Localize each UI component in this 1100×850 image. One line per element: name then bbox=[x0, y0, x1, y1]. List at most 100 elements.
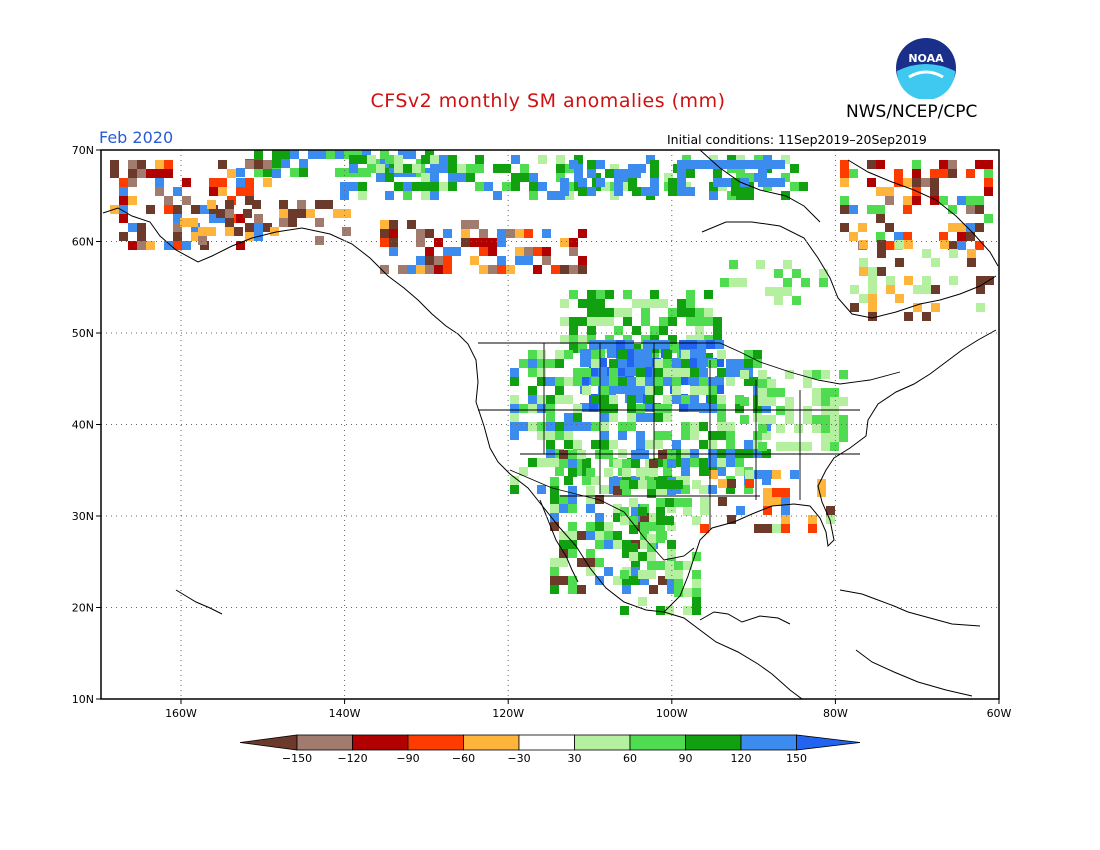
anomaly-cell bbox=[740, 160, 749, 169]
anomaly-cell bbox=[128, 169, 137, 178]
anomaly-cell bbox=[497, 265, 506, 274]
anomaly-cell bbox=[744, 377, 753, 386]
anomaly-cell bbox=[674, 561, 683, 570]
anomaly-cell bbox=[912, 178, 921, 187]
logo-text: NOAA bbox=[908, 52, 944, 65]
anomaly-cell bbox=[137, 232, 146, 241]
anomaly-cell bbox=[656, 516, 665, 525]
anomaly-cell bbox=[658, 450, 667, 459]
anomaly-cell bbox=[128, 241, 137, 250]
anomaly-cell bbox=[790, 182, 799, 191]
anomaly-cell bbox=[245, 196, 254, 205]
anomaly-cell bbox=[967, 258, 976, 267]
anomaly-cell bbox=[448, 164, 457, 173]
anomaly-cell bbox=[622, 540, 631, 549]
anomaly-cell bbox=[792, 296, 801, 305]
anomaly-cell bbox=[191, 205, 200, 214]
anomaly-cell bbox=[667, 504, 676, 513]
anomaly-cell bbox=[803, 415, 812, 424]
anomaly-cell bbox=[726, 422, 735, 431]
anomaly-cell bbox=[850, 285, 859, 294]
anomaly-cell bbox=[610, 164, 619, 173]
anomaly-cell bbox=[672, 449, 681, 458]
anomaly-cell bbox=[560, 335, 569, 344]
anomaly-cell bbox=[137, 160, 146, 169]
legend-label: −60 bbox=[452, 752, 475, 765]
anomaly-cell bbox=[613, 513, 622, 522]
anomaly-cell bbox=[528, 422, 537, 431]
anomaly-cell bbox=[699, 377, 708, 386]
anomaly-cell bbox=[416, 238, 425, 247]
anomaly-cell bbox=[930, 169, 939, 178]
anomaly-cell bbox=[629, 516, 638, 525]
anomaly-cell bbox=[688, 403, 697, 412]
anomaly-cell bbox=[236, 178, 245, 187]
anomaly-cell bbox=[580, 376, 589, 385]
anomaly-cell bbox=[640, 576, 649, 585]
anomaly-cell bbox=[568, 576, 577, 585]
anomaly-cell bbox=[976, 276, 985, 285]
anomaly-cell bbox=[740, 178, 749, 187]
anomaly-cell bbox=[613, 477, 622, 486]
anomaly-cell bbox=[758, 370, 767, 379]
anomaly-cell bbox=[623, 290, 632, 299]
anomaly-cell bbox=[975, 205, 984, 214]
anomaly-cell bbox=[618, 449, 627, 458]
anomaly-cell bbox=[913, 285, 922, 294]
anomaly-cell bbox=[830, 442, 839, 451]
anomaly-cell bbox=[976, 285, 985, 294]
anomaly-cell bbox=[622, 459, 631, 468]
anomaly-cell bbox=[189, 218, 198, 227]
legend-swatch bbox=[574, 734, 631, 751]
anomaly-cell bbox=[686, 290, 695, 299]
latitude-labels: 70N 60N 50N 40N 30N 20N 10N bbox=[72, 144, 94, 706]
anomaly-cell bbox=[745, 470, 754, 479]
anomaly-cell bbox=[665, 498, 674, 507]
anomaly-cell bbox=[631, 567, 640, 576]
legend-label: 90 bbox=[679, 752, 693, 765]
anomaly-cell bbox=[744, 440, 753, 449]
anomaly-cell bbox=[948, 169, 957, 178]
anomaly-cell bbox=[607, 340, 616, 349]
anomaly-cell bbox=[542, 247, 551, 256]
anomaly-cell bbox=[533, 247, 542, 256]
legend-swatch bbox=[352, 734, 409, 751]
anomaly-cell bbox=[604, 567, 613, 576]
anomaly-cell bbox=[745, 182, 754, 191]
anomaly-cell bbox=[686, 299, 695, 308]
anomaly-cell bbox=[519, 359, 528, 368]
anomaly-cell bbox=[940, 240, 949, 249]
anomaly-cell bbox=[546, 359, 555, 368]
anomaly-cell bbox=[830, 424, 839, 433]
anomaly-cell bbox=[604, 540, 613, 549]
anomaly-cell bbox=[758, 178, 767, 187]
anomaly-cell bbox=[421, 155, 430, 164]
anomaly-cell bbox=[439, 182, 448, 191]
anomaly-cell bbox=[939, 160, 948, 169]
anomaly-cell bbox=[681, 368, 690, 377]
anomaly-cell bbox=[647, 552, 656, 561]
legend-swatch bbox=[740, 734, 797, 751]
anomaly-cell bbox=[727, 479, 736, 488]
anomaly-cell bbox=[808, 515, 817, 524]
anomaly-cell bbox=[763, 506, 772, 515]
anomaly-cell bbox=[715, 385, 724, 394]
anomaly-cell bbox=[573, 458, 582, 467]
anomaly-cell bbox=[656, 561, 665, 570]
anomaly-cell bbox=[218, 187, 227, 196]
anomaly-cell bbox=[510, 413, 519, 422]
anomaly-cell bbox=[510, 368, 519, 377]
anomaly-cell bbox=[785, 406, 794, 415]
anomaly-cell bbox=[461, 229, 470, 238]
anomaly-cell bbox=[722, 178, 731, 187]
anomaly-cell bbox=[708, 431, 717, 440]
anomaly-cell bbox=[596, 317, 605, 326]
anomaly-cell bbox=[688, 358, 697, 367]
organization-label: NWS/NCEP/CPC bbox=[846, 102, 978, 122]
anomaly-cell bbox=[830, 406, 839, 415]
anomaly-cell bbox=[677, 169, 686, 178]
lon-label: 120W bbox=[492, 707, 524, 720]
anomaly-cell bbox=[821, 433, 830, 442]
anomaly-cell bbox=[631, 504, 640, 513]
anomaly-cell bbox=[667, 540, 676, 549]
